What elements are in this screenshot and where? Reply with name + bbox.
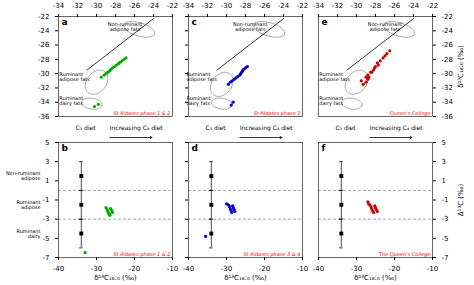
svg-text:Increasing C₄ diet: Increasing C₄ diet	[240, 124, 294, 132]
svg-text:Non-ruminantadipose fats: Non-ruminantadipose fats	[108, 21, 143, 33]
svg-text:1: 1	[45, 177, 49, 185]
svg-text:-28: -28	[442, 56, 453, 64]
svg-text:St Aldates phase 3 & 4: St Aldates phase 3 & 4	[243, 251, 300, 258]
svg-text:δ¹³C₁₈:₀ (‰): δ¹³C₁₈:₀ (‰)	[457, 45, 465, 88]
svg-text:-24: -24	[408, 2, 420, 10]
svg-text:δ¹³C₁₆:₀ (‰): δ¹³C₁₆:₀ (‰)	[224, 274, 267, 282]
svg-text:δ¹³C₁₆:₀ (‰): δ¹³C₁₆:₀ (‰)	[94, 274, 137, 282]
svg-text:-7: -7	[442, 254, 449, 262]
svg-text:-26: -26	[38, 41, 50, 49]
svg-text:-36: -36	[38, 113, 50, 120]
svg-text:Non-ruminantadipose fats: Non-ruminantadipose fats	[368, 21, 403, 33]
svg-text:f: f	[322, 143, 326, 153]
svg-text:3: 3	[442, 158, 446, 166]
svg-text:-30: -30	[91, 265, 102, 273]
svg-text:-34: -34	[313, 2, 325, 10]
svg-text:-34: -34	[53, 2, 65, 10]
svg-text:-32: -32	[442, 84, 453, 92]
svg-text:-3: -3	[442, 215, 449, 223]
svg-text:-30: -30	[91, 2, 102, 10]
svg-text:St Aldates phase 1 & 2: St Aldates phase 1 & 2	[113, 251, 170, 258]
svg-text:-30: -30	[221, 2, 232, 10]
svg-text:The Queen's College: The Queen's College	[379, 251, 431, 258]
svg-text:Ruminantadipose fats: Ruminantadipose fats	[186, 71, 217, 83]
svg-text:e: e	[322, 17, 328, 27]
svg-text:Ruminantadipose fats: Ruminantadipose fats	[59, 71, 90, 83]
svg-text:Ruminantdairy fats: Ruminantdairy fats	[186, 95, 210, 107]
svg-text:-34: -34	[442, 98, 454, 106]
svg-text:-26: -26	[129, 2, 141, 10]
svg-text:Ruminantdairy: Ruminantdairy	[16, 228, 40, 240]
svg-text:C₃ diet: C₃ diet	[336, 124, 357, 131]
svg-text:C₃ diet: C₃ diet	[76, 124, 97, 131]
svg-text:-22: -22	[167, 2, 178, 10]
svg-text:-1: -1	[442, 196, 449, 204]
svg-text:-1: -1	[43, 196, 50, 204]
svg-text:-40: -40	[313, 265, 324, 273]
svg-text:-24: -24	[278, 2, 290, 10]
svg-text:1: 1	[442, 177, 446, 185]
svg-text:-30: -30	[221, 265, 232, 273]
svg-text:-36: -36	[442, 113, 454, 120]
svg-text:b: b	[62, 143, 69, 153]
svg-text:-3: -3	[43, 215, 50, 223]
svg-text:-40: -40	[183, 265, 194, 273]
svg-text:Increasing C₄ diet: Increasing C₄ diet	[110, 124, 164, 132]
svg-text:Non-ruminantadipose fats: Non-ruminantadipose fats	[233, 21, 268, 33]
svg-text:d: d	[192, 143, 198, 153]
svg-text:-26: -26	[389, 2, 401, 10]
svg-text:-26: -26	[442, 41, 454, 49]
svg-text:-30: -30	[442, 70, 453, 78]
svg-text:-24: -24	[148, 2, 160, 10]
svg-text:-30: -30	[351, 2, 362, 10]
svg-text:-24: -24	[442, 27, 454, 35]
svg-text:a: a	[62, 17, 68, 27]
svg-text:5: 5	[442, 139, 446, 147]
svg-text:3: 3	[45, 158, 49, 166]
svg-text:C₃ diet: C₃ diet	[206, 124, 227, 131]
svg-text:St Aldates phase 3: St Aldates phase 3	[254, 110, 301, 117]
svg-text:5: 5	[45, 139, 49, 147]
svg-text:-10: -10	[297, 265, 308, 273]
svg-text:Δ¹³C (‰): Δ¹³C (‰)	[457, 184, 465, 217]
svg-text:-34: -34	[38, 98, 50, 106]
svg-text:Increasing C₄ diet: Increasing C₄ diet	[370, 124, 424, 132]
svg-text:-20: -20	[259, 265, 270, 273]
svg-text:Ruminantdairy fats: Ruminantdairy fats	[59, 95, 83, 107]
svg-text:Ruminantadipose fats: Ruminantadipose fats	[319, 71, 350, 83]
svg-text:-28: -28	[110, 2, 121, 10]
svg-text:-30: -30	[38, 70, 49, 78]
svg-text:-10: -10	[167, 265, 178, 273]
svg-text:-20: -20	[129, 265, 140, 273]
svg-text:-22: -22	[297, 2, 308, 10]
svg-text:-32: -32	[332, 2, 343, 10]
svg-text:-32: -32	[72, 2, 83, 10]
svg-text:Non-ruminantadipose: Non-ruminantadipose	[6, 170, 41, 182]
svg-text:-32: -32	[202, 2, 213, 10]
svg-text:Queen's College: Queen's College	[390, 110, 431, 117]
svg-text:-22: -22	[38, 13, 49, 21]
svg-text:-28: -28	[240, 2, 251, 10]
svg-text:δ¹³C₁₆:₀ (‰): δ¹³C₁₆:₀ (‰)	[354, 274, 397, 282]
svg-text:-22: -22	[427, 2, 438, 10]
svg-text:Ruminantadipose: Ruminantadipose	[16, 199, 40, 211]
svg-text:St Aldates phase 1 & 2: St Aldates phase 1 & 2	[113, 110, 170, 117]
svg-text:-7: -7	[43, 254, 50, 262]
svg-text:-24: -24	[38, 27, 50, 35]
svg-text:-22: -22	[442, 13, 453, 21]
svg-text:-5: -5	[442, 235, 449, 243]
svg-text:-5: -5	[43, 235, 50, 243]
svg-text:-30: -30	[351, 265, 362, 273]
svg-text:-26: -26	[259, 2, 271, 10]
svg-text:-10: -10	[427, 265, 438, 273]
svg-text:-28: -28	[38, 56, 49, 64]
svg-text:-20: -20	[389, 265, 400, 273]
svg-text:-32: -32	[38, 84, 49, 92]
svg-text:c: c	[192, 17, 197, 27]
svg-text:-34: -34	[183, 2, 195, 10]
svg-text:-40: -40	[53, 265, 64, 273]
svg-text:Ruminantdairy fats: Ruminantdairy fats	[319, 95, 343, 107]
svg-text:-28: -28	[370, 2, 381, 10]
